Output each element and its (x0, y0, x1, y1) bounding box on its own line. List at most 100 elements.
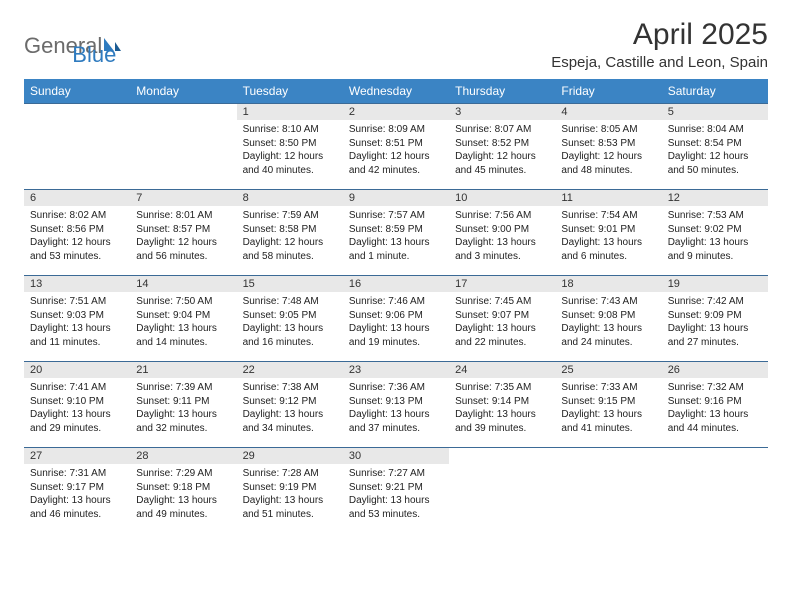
calendar-cell: 24Sunrise: 7:35 AMSunset: 9:14 PMDayligh… (449, 362, 555, 448)
calendar-cell: 17Sunrise: 7:45 AMSunset: 9:07 PMDayligh… (449, 276, 555, 362)
sunset-line: Sunset: 8:58 PM (243, 224, 317, 235)
calendar-cell: 10Sunrise: 7:56 AMSunset: 9:00 PMDayligh… (449, 190, 555, 276)
sunset-line: Sunset: 9:09 PM (668, 310, 742, 321)
day-number: 25 (555, 362, 661, 378)
day-content: Sunrise: 7:54 AMSunset: 9:01 PMDaylight:… (555, 206, 661, 263)
day-number: 19 (662, 276, 768, 292)
sunset-line: Sunset: 9:15 PM (561, 396, 635, 407)
calendar-cell: 7Sunrise: 8:01 AMSunset: 8:57 PMDaylight… (130, 190, 236, 276)
day-number: 3 (449, 104, 555, 120)
daylight-line: Daylight: 13 hours and 53 minutes. (349, 495, 430, 520)
sunset-line: Sunset: 9:04 PM (136, 310, 210, 321)
day-content: Sunrise: 7:43 AMSunset: 9:08 PMDaylight:… (555, 292, 661, 349)
daylight-line: Daylight: 13 hours and 9 minutes. (668, 237, 749, 262)
sunrise-line: Sunrise: 7:43 AM (561, 296, 637, 307)
day-content: Sunrise: 7:29 AMSunset: 9:18 PMDaylight:… (130, 464, 236, 521)
sunrise-line: Sunrise: 7:54 AM (561, 210, 637, 221)
day-content: Sunrise: 8:02 AMSunset: 8:56 PMDaylight:… (24, 206, 130, 263)
day-number: 12 (662, 190, 768, 206)
logo: General Blue (24, 18, 116, 68)
header: General Blue April 2025 Espeja, Castille… (24, 18, 768, 71)
daylight-line: Daylight: 13 hours and 41 minutes. (561, 409, 642, 434)
daylight-line: Daylight: 13 hours and 3 minutes. (455, 237, 536, 262)
day-number: 5 (662, 104, 768, 120)
sunrise-line: Sunrise: 7:51 AM (30, 296, 106, 307)
calendar-cell: 0 (555, 448, 661, 538)
sunset-line: Sunset: 8:56 PM (30, 224, 104, 235)
daylight-line: Daylight: 13 hours and 39 minutes. (455, 409, 536, 434)
sunset-line: Sunset: 9:19 PM (243, 482, 317, 493)
day-number: 27 (24, 448, 130, 464)
daylight-line: Daylight: 13 hours and 24 minutes. (561, 323, 642, 348)
sunset-line: Sunset: 9:21 PM (349, 482, 423, 493)
sunset-line: Sunset: 9:06 PM (349, 310, 423, 321)
calendar-cell: 30Sunrise: 7:27 AMSunset: 9:21 PMDayligh… (343, 448, 449, 538)
day-number: 6 (24, 190, 130, 206)
sunrise-line: Sunrise: 7:56 AM (455, 210, 531, 221)
calendar-cell: 15Sunrise: 7:48 AMSunset: 9:05 PMDayligh… (237, 276, 343, 362)
calendar-cell: 0 (449, 448, 555, 538)
day-content: Sunrise: 7:39 AMSunset: 9:11 PMDaylight:… (130, 378, 236, 435)
day-number: 8 (237, 190, 343, 206)
sunset-line: Sunset: 9:13 PM (349, 396, 423, 407)
calendar-cell: 1Sunrise: 8:10 AMSunset: 8:50 PMDaylight… (237, 104, 343, 190)
calendar-cell: 3Sunrise: 8:07 AMSunset: 8:52 PMDaylight… (449, 104, 555, 190)
calendar-cell: 2Sunrise: 8:09 AMSunset: 8:51 PMDaylight… (343, 104, 449, 190)
daylight-line: Daylight: 13 hours and 46 minutes. (30, 495, 111, 520)
sunrise-line: Sunrise: 8:01 AM (136, 210, 212, 221)
calendar-cell: 6Sunrise: 8:02 AMSunset: 8:56 PMDaylight… (24, 190, 130, 276)
calendar-cell: 29Sunrise: 7:28 AMSunset: 9:19 PMDayligh… (237, 448, 343, 538)
weekday-header: Saturday (662, 79, 768, 104)
calendar-cell: 22Sunrise: 7:38 AMSunset: 9:12 PMDayligh… (237, 362, 343, 448)
sunrise-line: Sunrise: 7:53 AM (668, 210, 744, 221)
calendar-table: SundayMondayTuesdayWednesdayThursdayFrid… (24, 79, 768, 538)
sunrise-line: Sunrise: 7:41 AM (30, 382, 106, 393)
month-title: April 2025 (551, 18, 768, 52)
day-number: 28 (130, 448, 236, 464)
calendar-cell: 19Sunrise: 7:42 AMSunset: 9:09 PMDayligh… (662, 276, 768, 362)
calendar-cell: 0 (130, 104, 236, 190)
daylight-line: Daylight: 13 hours and 29 minutes. (30, 409, 111, 434)
calendar-cell: 20Sunrise: 7:41 AMSunset: 9:10 PMDayligh… (24, 362, 130, 448)
day-content: Sunrise: 7:57 AMSunset: 8:59 PMDaylight:… (343, 206, 449, 263)
day-number: 24 (449, 362, 555, 378)
sunset-line: Sunset: 9:12 PM (243, 396, 317, 407)
sunset-line: Sunset: 9:11 PM (136, 396, 209, 407)
daylight-line: Daylight: 13 hours and 1 minute. (349, 237, 430, 262)
sunset-line: Sunset: 9:00 PM (455, 224, 529, 235)
sunrise-line: Sunrise: 7:59 AM (243, 210, 319, 221)
weekday-header: Wednesday (343, 79, 449, 104)
day-number: 7 (130, 190, 236, 206)
daylight-line: Daylight: 12 hours and 48 minutes. (561, 151, 642, 176)
sunrise-line: Sunrise: 7:31 AM (30, 468, 106, 479)
daylight-line: Daylight: 13 hours and 16 minutes. (243, 323, 324, 348)
day-number: 17 (449, 276, 555, 292)
sunrise-line: Sunrise: 7:32 AM (668, 382, 744, 393)
calendar-cell: 5Sunrise: 8:04 AMSunset: 8:54 PMDaylight… (662, 104, 768, 190)
weekday-header-row: SundayMondayTuesdayWednesdayThursdayFrid… (24, 79, 768, 104)
day-content: Sunrise: 8:10 AMSunset: 8:50 PMDaylight:… (237, 120, 343, 177)
day-content: Sunrise: 8:04 AMSunset: 8:54 PMDaylight:… (662, 120, 768, 177)
day-number: 9 (343, 190, 449, 206)
calendar-cell: 0 (24, 104, 130, 190)
daylight-line: Daylight: 12 hours and 42 minutes. (349, 151, 430, 176)
sunset-line: Sunset: 9:07 PM (455, 310, 529, 321)
sunrise-line: Sunrise: 7:48 AM (243, 296, 319, 307)
day-number: 13 (24, 276, 130, 292)
daylight-line: Daylight: 12 hours and 56 minutes. (136, 237, 217, 262)
day-content: Sunrise: 8:07 AMSunset: 8:52 PMDaylight:… (449, 120, 555, 177)
location: Espeja, Castille and Leon, Spain (551, 54, 768, 71)
calendar-cell: 23Sunrise: 7:36 AMSunset: 9:13 PMDayligh… (343, 362, 449, 448)
daylight-line: Daylight: 13 hours and 51 minutes. (243, 495, 324, 520)
calendar-body: 0 0 1Sunrise: 8:10 AMSunset: 8:50 PMDayl… (24, 104, 768, 538)
sunset-line: Sunset: 8:50 PM (243, 138, 317, 149)
calendar-cell: 0 (662, 448, 768, 538)
daylight-line: Daylight: 13 hours and 44 minutes. (668, 409, 749, 434)
day-content: Sunrise: 7:53 AMSunset: 9:02 PMDaylight:… (662, 206, 768, 263)
sunset-line: Sunset: 9:17 PM (30, 482, 104, 493)
calendar-cell: 16Sunrise: 7:46 AMSunset: 9:06 PMDayligh… (343, 276, 449, 362)
day-number: 15 (237, 276, 343, 292)
calendar-page: General Blue April 2025 Espeja, Castille… (0, 0, 792, 538)
day-number: 4 (555, 104, 661, 120)
daylight-line: Daylight: 13 hours and 14 minutes. (136, 323, 217, 348)
